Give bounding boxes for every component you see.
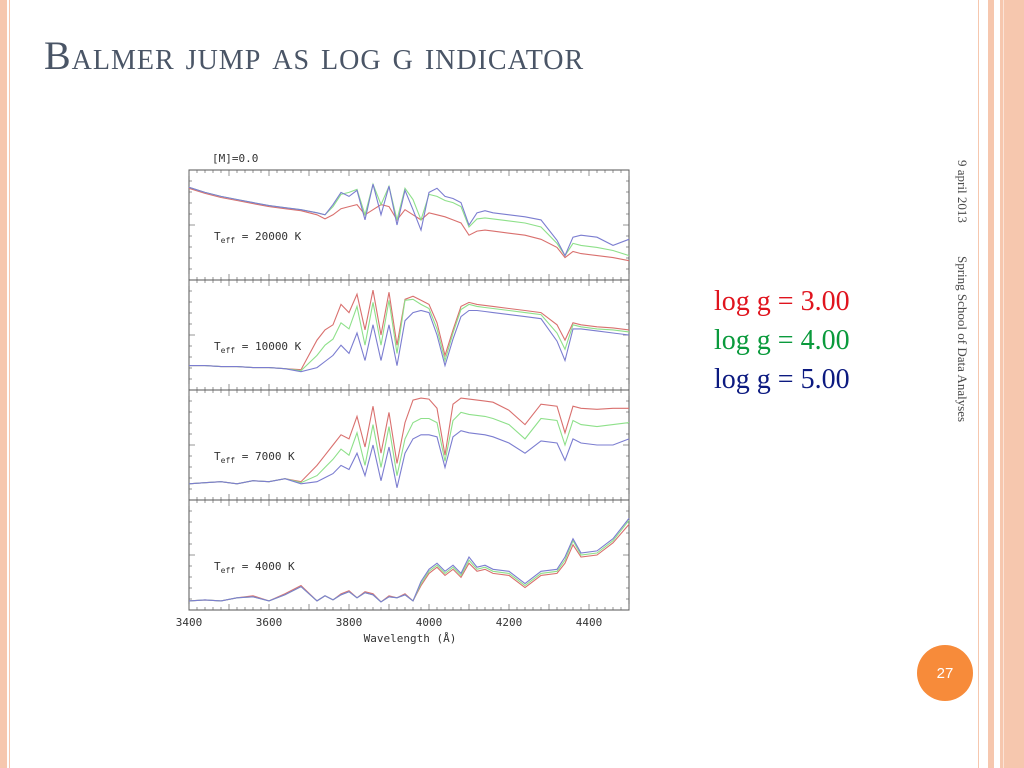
teff-label: Teff = 4000 K xyxy=(214,560,295,575)
x-tick-label: 3400 xyxy=(176,616,203,629)
panel-frame xyxy=(188,169,630,281)
series-line-logg4 xyxy=(189,298,630,372)
series-line-logg5 xyxy=(188,517,630,603)
x-tick-label: 4400 xyxy=(576,616,603,629)
frame-right-stripe xyxy=(988,0,994,768)
series-line-logg4 xyxy=(188,182,630,257)
panel-teff-20000: Teff = 20000 K xyxy=(188,169,630,281)
event-name: Spring School of Data Analyses xyxy=(955,256,970,423)
series-line-logg3 xyxy=(189,289,630,371)
series-line-logg4 xyxy=(188,411,630,485)
series-line-logg5 xyxy=(188,184,630,257)
slide-title: Balmer jump as log g indicator xyxy=(44,33,585,78)
series-line-logg5 xyxy=(189,309,630,373)
x-tick-label: 3600 xyxy=(256,616,283,629)
x-tick-label: 3800 xyxy=(336,616,363,629)
series-line-logg3 xyxy=(188,397,629,485)
legend: log g = 3.00 log g = 4.00 log g = 5.00 xyxy=(714,282,850,399)
frame-right-border xyxy=(1000,0,1024,768)
frame-right-line xyxy=(978,0,979,768)
frame-right-inner-line xyxy=(1003,0,1004,768)
frame-left-line xyxy=(9,0,10,768)
series-line-logg5 xyxy=(188,430,630,488)
panel-teff-10000: Teff = 10000 K xyxy=(188,279,630,391)
slide-date: 9 april 2013 xyxy=(955,160,970,223)
x-axis-ticks: 3400 3600 3800 4000 4200 4400 xyxy=(176,616,603,629)
footer-vertical: 9 april 2013 Spring School of Data Analy… xyxy=(950,160,970,490)
teff-label: Teff = 7000 K xyxy=(214,450,295,465)
chart-panels: Teff = 20000 K Teff = 10000 K Teff = 7000 … xyxy=(188,169,630,611)
legend-entry-logg4: log g = 4.00 xyxy=(714,325,850,356)
legend-entry-logg3: log g = 3.00 xyxy=(714,286,850,317)
slide-number-badge: 27 xyxy=(917,645,973,701)
teff-label: Teff = 10000 K xyxy=(214,340,302,355)
frame-left-stripe xyxy=(0,0,7,768)
x-tick-label: 4200 xyxy=(496,616,523,629)
panel-frame xyxy=(188,279,630,391)
panel-teff-7000: Teff = 7000 K xyxy=(188,389,630,501)
x-tick-label: 4000 xyxy=(416,616,443,629)
metallicity-label: [M]=0.0 xyxy=(212,152,258,165)
panel-frame xyxy=(188,499,630,611)
slide-number: 27 xyxy=(936,664,954,682)
legend-entry-logg5: log g = 5.00 xyxy=(714,364,850,395)
teff-label: Teff = 20000 K xyxy=(214,230,302,245)
x-axis-label: Wavelength (Å) xyxy=(364,632,457,645)
series-line-logg3 xyxy=(188,187,630,262)
panel-teff-4000: Teff = 4000 K xyxy=(188,499,630,611)
